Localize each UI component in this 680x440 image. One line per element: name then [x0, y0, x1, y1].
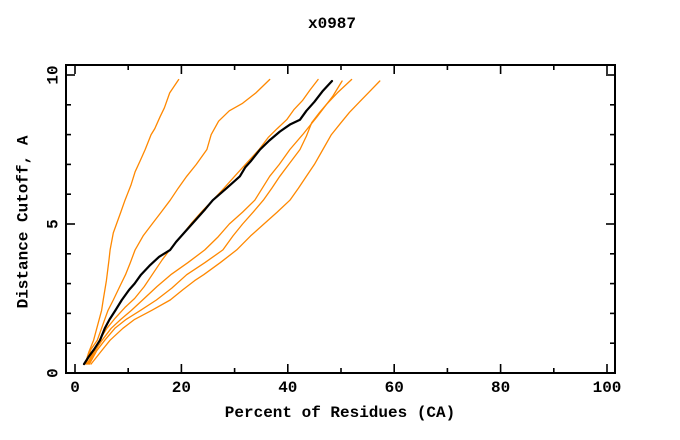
- curve-reference: [82, 79, 334, 366]
- chart-title: x0987: [308, 15, 356, 33]
- axis-tick-labels: 0 20 40 60 80 100 0 5 10: [45, 65, 622, 397]
- curve-model-1: [84, 78, 180, 365]
- tick-label-x-20: 20: [172, 379, 191, 397]
- tick-label-y-10: 10: [45, 65, 63, 84]
- y-axis-label: Distance Cutoff, A: [15, 135, 33, 308]
- curve-model-2: [85, 78, 271, 365]
- tick-label-y-0: 0: [45, 368, 63, 378]
- plot-area-border: [65, 64, 616, 374]
- curve-model-6: [90, 80, 381, 365]
- tick-label-x-60: 60: [385, 379, 404, 397]
- curve-model-3: [86, 78, 319, 365]
- curve-model-4: [87, 80, 343, 365]
- tick-label-x-40: 40: [278, 379, 297, 397]
- curves: [82, 78, 381, 366]
- axis-ticks: [66, 65, 615, 374]
- tick-label-y-5: 5: [45, 219, 63, 229]
- tick-label-x-100: 100: [593, 379, 622, 397]
- x-axis-label: Percent of Residues (CA): [225, 404, 455, 422]
- tick-label-x-0: 0: [70, 379, 80, 397]
- tick-label-x-80: 80: [491, 379, 510, 397]
- curve-model-5: [88, 78, 353, 365]
